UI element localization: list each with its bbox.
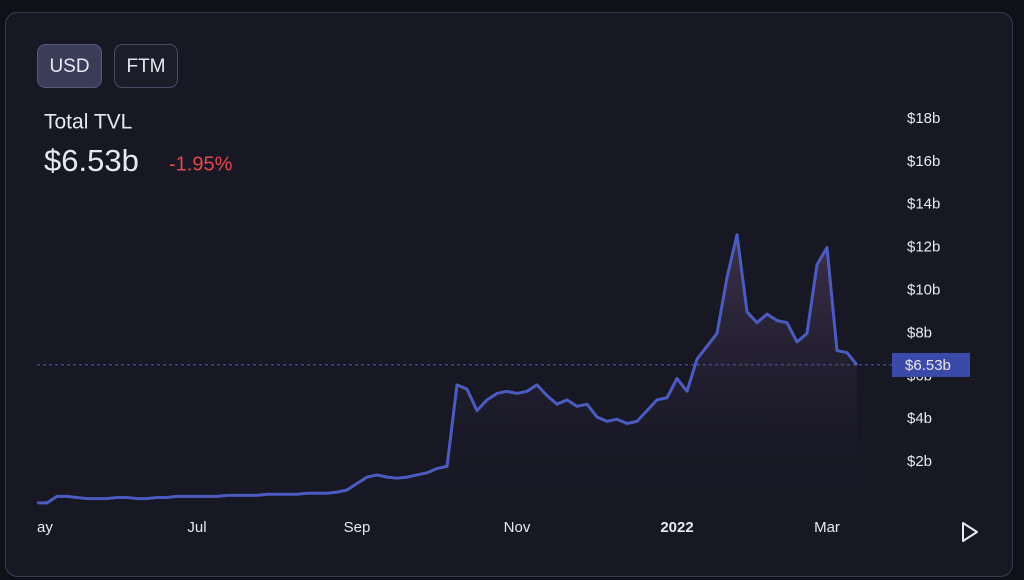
ftm-button[interactable] — [114, 44, 178, 88]
x-tick-label: ay — [37, 519, 53, 536]
area-fill — [37, 234, 857, 506]
y-tick-label: $18b — [907, 110, 940, 127]
x-tick-label: Nov — [504, 519, 531, 536]
y-tick-label: $2b — [907, 453, 932, 470]
usd-button[interactable] — [37, 44, 102, 88]
x-tick-label: Jul — [187, 519, 206, 536]
line — [37, 233, 859, 505]
y-tick-label: $12b — [907, 239, 940, 256]
title: Total TVL — [44, 111, 132, 134]
current-value-label: $6.53b — [905, 357, 951, 374]
usd-label[interactable]: USD — [49, 56, 89, 77]
current-value: $6.53b — [44, 143, 139, 178]
x-tick-label: 2022 — [660, 519, 693, 536]
change: -1.95% — [169, 153, 233, 175]
current-value-badge — [892, 352, 970, 377]
y-tick-label: $4b — [907, 410, 932, 427]
y-tick-label: $14b — [907, 196, 940, 213]
x-tick-label: Sep — [344, 519, 371, 536]
y-tick-label: $16b — [907, 153, 940, 170]
x-tick-label: Mar — [814, 519, 840, 536]
y-tick-label: $8b — [907, 324, 932, 341]
plot — [37, 233, 859, 506]
ftm-label[interactable]: FTM — [126, 56, 165, 77]
play-button[interactable] — [962, 522, 978, 542]
y-tick-label: $10b — [907, 281, 940, 298]
